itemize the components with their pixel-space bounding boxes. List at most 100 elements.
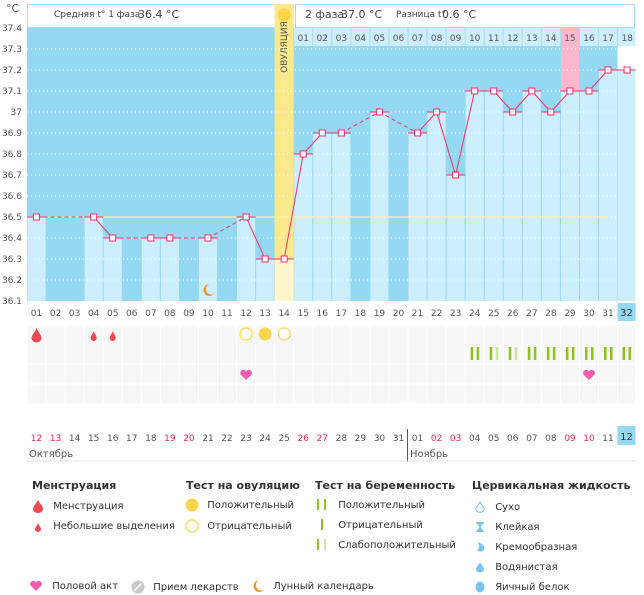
event-cell[interactable] xyxy=(313,325,332,345)
event-cell[interactable] xyxy=(218,325,237,345)
event-cell[interactable] xyxy=(351,364,370,384)
event-cell[interactable] xyxy=(179,325,198,345)
event-cell[interactable] xyxy=(389,384,408,404)
event-cell[interactable] xyxy=(275,364,294,384)
event-cell[interactable] xyxy=(46,344,65,364)
event-cell[interactable] xyxy=(46,325,65,345)
event-cell[interactable] xyxy=(427,384,446,404)
event-cell[interactable] xyxy=(579,325,598,345)
event-cell[interactable] xyxy=(522,325,541,345)
event-cell[interactable] xyxy=(275,344,294,364)
event-cell[interactable] xyxy=(332,344,351,364)
event-cell[interactable] xyxy=(599,384,618,404)
temperature-point[interactable] xyxy=(375,108,383,116)
event-cell[interactable] xyxy=(522,364,541,384)
event-cell[interactable] xyxy=(541,325,560,345)
event-cell[interactable] xyxy=(256,344,275,364)
event-cell[interactable] xyxy=(370,325,389,345)
event-cell[interactable] xyxy=(141,364,160,384)
event-cell[interactable] xyxy=(179,344,198,364)
event-cell[interactable] xyxy=(179,364,198,384)
temperature-point[interactable] xyxy=(623,66,631,74)
event-cell[interactable] xyxy=(237,384,256,404)
event-cell[interactable] xyxy=(560,384,579,404)
temperature-point[interactable] xyxy=(604,66,612,74)
temperature-point[interactable] xyxy=(414,129,422,137)
event-cell[interactable] xyxy=(65,364,84,384)
event-cell[interactable] xyxy=(160,364,179,384)
event-cell[interactable] xyxy=(370,384,389,404)
event-cell[interactable] xyxy=(446,364,465,384)
event-cell[interactable] xyxy=(275,384,294,404)
event-cell[interactable] xyxy=(579,384,598,404)
temperature-point[interactable] xyxy=(204,234,212,242)
event-cell[interactable] xyxy=(256,364,275,384)
event-cell[interactable] xyxy=(351,384,370,404)
event-cell[interactable] xyxy=(294,325,313,345)
event-cell[interactable] xyxy=(503,325,522,345)
event-cell[interactable] xyxy=(84,364,103,384)
event-cell[interactable] xyxy=(84,384,103,404)
temperature-point[interactable] xyxy=(33,213,41,221)
temperature-point[interactable] xyxy=(90,213,98,221)
event-cell[interactable] xyxy=(294,344,313,364)
event-cell[interactable] xyxy=(389,364,408,384)
event-cell[interactable] xyxy=(122,325,141,345)
event-cell[interactable] xyxy=(313,364,332,384)
event-cell[interactable] xyxy=(484,325,503,345)
event-cell[interactable] xyxy=(84,344,103,364)
event-cell[interactable] xyxy=(408,384,427,404)
event-cell[interactable] xyxy=(427,364,446,384)
temperature-point[interactable] xyxy=(585,87,593,95)
event-cell[interactable] xyxy=(198,384,217,404)
event-cell[interactable] xyxy=(560,364,579,384)
event-cell[interactable] xyxy=(618,344,636,364)
temperature-point[interactable] xyxy=(566,87,574,95)
event-cell[interactable] xyxy=(218,364,237,384)
event-cell[interactable] xyxy=(103,344,122,364)
event-cell[interactable] xyxy=(160,384,179,404)
event-cell[interactable] xyxy=(370,344,389,364)
event-cell[interactable] xyxy=(27,344,46,364)
event-cell[interactable] xyxy=(218,384,237,404)
event-cell[interactable] xyxy=(618,384,636,404)
event-cell[interactable] xyxy=(141,384,160,404)
event-cell[interactable] xyxy=(465,325,484,345)
event-cell[interactable] xyxy=(294,384,313,404)
temperature-point[interactable] xyxy=(318,129,326,137)
event-cell[interactable] xyxy=(46,364,65,384)
event-cell[interactable] xyxy=(560,344,579,364)
event-cell[interactable] xyxy=(351,325,370,345)
event-cell[interactable] xyxy=(522,344,541,364)
event-cell[interactable] xyxy=(389,344,408,364)
event-cell[interactable] xyxy=(503,384,522,404)
event-cell[interactable] xyxy=(446,325,465,345)
event-cell[interactable] xyxy=(599,325,618,345)
event-cell[interactable] xyxy=(313,384,332,404)
temperature-point[interactable] xyxy=(299,150,307,158)
event-cell[interactable] xyxy=(465,384,484,404)
event-cell[interactable] xyxy=(65,384,84,404)
temperature-point[interactable] xyxy=(242,213,250,221)
temperature-point[interactable] xyxy=(147,234,155,242)
event-cell[interactable] xyxy=(484,344,503,364)
temperature-point[interactable] xyxy=(280,255,288,263)
event-cell[interactable] xyxy=(46,384,65,404)
event-cell[interactable] xyxy=(27,364,46,384)
event-cell[interactable] xyxy=(541,344,560,364)
event-cell[interactable] xyxy=(408,344,427,364)
event-cell[interactable] xyxy=(446,384,465,404)
event-cell[interactable] xyxy=(618,325,636,345)
event-cell[interactable] xyxy=(313,344,332,364)
event-cell[interactable] xyxy=(484,364,503,384)
event-cell[interactable] xyxy=(141,344,160,364)
event-cell[interactable] xyxy=(541,364,560,384)
event-cell[interactable] xyxy=(427,325,446,345)
event-cell[interactable] xyxy=(122,364,141,384)
event-cell[interactable] xyxy=(465,364,484,384)
event-cell[interactable] xyxy=(160,344,179,364)
event-cell[interactable] xyxy=(122,384,141,404)
event-cell[interactable] xyxy=(332,325,351,345)
temperature-point[interactable] xyxy=(490,87,498,95)
event-cell[interactable] xyxy=(579,344,598,364)
